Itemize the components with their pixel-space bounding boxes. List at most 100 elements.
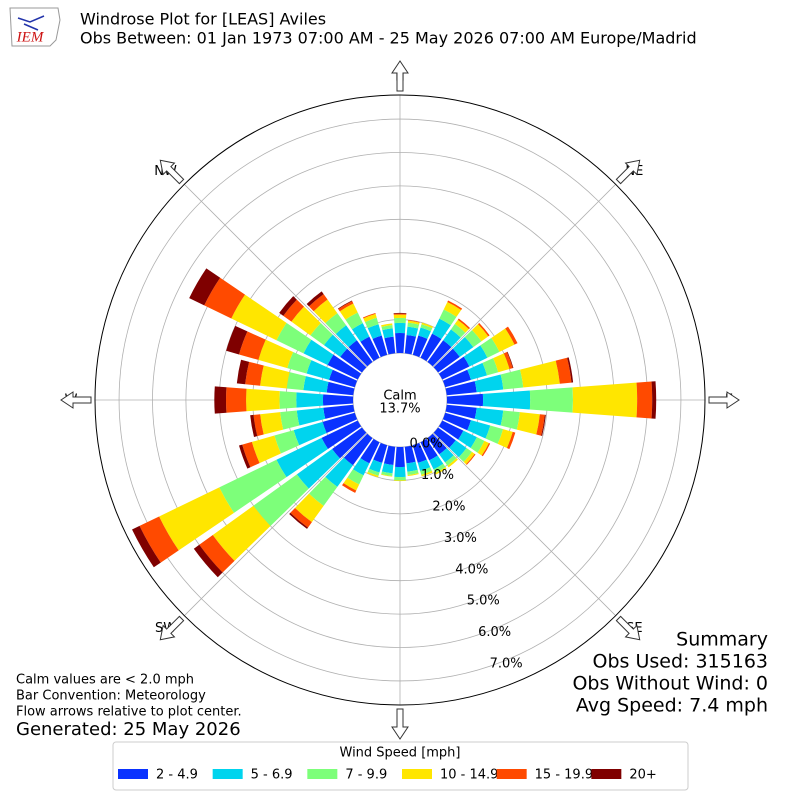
- wedge: [433, 463, 446, 474]
- wedge: [420, 438, 438, 461]
- wedge: [219, 459, 287, 513]
- wedge: [242, 441, 260, 468]
- wedge: [497, 429, 513, 449]
- note: Flow arrows relative to plot center.: [16, 705, 242, 720]
- wedge: [485, 425, 504, 444]
- wedge: [279, 391, 297, 409]
- wedge: [199, 535, 235, 573]
- wedge: [351, 323, 370, 342]
- wedge: [505, 326, 518, 345]
- wedge: [463, 345, 488, 367]
- wedge: [250, 414, 258, 437]
- wedge: [457, 318, 471, 330]
- wedge: [296, 448, 340, 489]
- wedge: [407, 320, 420, 325]
- flow-arrow: [391, 708, 409, 740]
- flow-arrow-shape: [159, 615, 185, 641]
- grid-spoke: [432, 432, 616, 616]
- wedge: [395, 446, 405, 468]
- wedge: [516, 412, 540, 435]
- wedge: [204, 277, 246, 319]
- wedge: [442, 369, 471, 388]
- wedge: [567, 357, 574, 383]
- summary-line: Avg Speed: 7.4 mph: [576, 695, 768, 717]
- r-tick-label: 6.0%: [478, 625, 511, 640]
- wedge: [303, 339, 334, 365]
- wedge: [474, 374, 504, 393]
- wedge: [406, 326, 419, 337]
- wedge: [421, 470, 433, 477]
- wedge: [363, 313, 377, 323]
- legend-swatch: [212, 769, 243, 779]
- wedge: [348, 340, 373, 367]
- wedge: [276, 437, 328, 478]
- wedge: [449, 440, 467, 458]
- wedge: [454, 319, 469, 333]
- wedge: [452, 336, 474, 357]
- flow-arrow-shape: [60, 391, 92, 409]
- wedge: [335, 325, 357, 348]
- wedge: [283, 299, 305, 322]
- wedge: [367, 468, 380, 476]
- wedge: [420, 324, 433, 332]
- legend-swatch: [496, 769, 527, 779]
- calm-value: 13.7%: [379, 402, 420, 417]
- flow-arrow-shape: [615, 615, 641, 641]
- wedge: [293, 421, 327, 446]
- legend-swatch: [402, 769, 432, 779]
- wedge: [308, 294, 328, 312]
- wedge: [382, 328, 394, 339]
- wedge: [290, 507, 312, 528]
- wedge: [381, 324, 393, 331]
- wedge: [464, 329, 482, 348]
- wedge: [407, 322, 420, 329]
- flow-arrow: [60, 391, 92, 409]
- wedge: [326, 381, 355, 396]
- note: Bar Convention: Meteorology: [16, 689, 206, 704]
- wedge: [418, 327, 431, 339]
- wedge: [555, 357, 572, 384]
- outer-frame: [94, 94, 706, 706]
- wedge: [412, 442, 427, 463]
- wedge: [500, 369, 524, 390]
- wedge: [433, 348, 460, 373]
- flow-arrow: [615, 159, 641, 185]
- wedge: [360, 336, 380, 362]
- wedge: [362, 312, 376, 319]
- legend-label: 15 - 19.9: [535, 768, 593, 783]
- note: Calm values are < 2.0 mph: [16, 673, 194, 688]
- wedge: [258, 339, 294, 369]
- wedge: [478, 322, 490, 337]
- wedge: [325, 313, 347, 334]
- wedge: [429, 455, 444, 470]
- flow-arrow-shape: [708, 391, 740, 409]
- calm-label: Calm: [383, 389, 416, 404]
- legend-label: 7 - 9.9: [345, 768, 387, 783]
- wedge: [360, 438, 380, 464]
- wedge: [306, 291, 324, 307]
- wedge: [306, 360, 333, 380]
- wedge: [500, 410, 520, 430]
- wedge: [325, 457, 353, 487]
- wedge: [327, 354, 362, 380]
- wedge: [276, 322, 312, 354]
- r-tick-label: 2.0%: [432, 499, 465, 514]
- wedge: [427, 340, 452, 367]
- wedge: [132, 525, 161, 568]
- grid-spoke: [184, 184, 368, 368]
- wedge: [412, 335, 428, 358]
- wedge: [291, 306, 321, 336]
- wedge: [212, 505, 271, 561]
- wedge: [467, 362, 488, 380]
- wedge: [394, 480, 406, 482]
- wedge: [343, 433, 373, 466]
- wedge: [393, 312, 407, 314]
- wedge: [296, 407, 326, 426]
- wedge: [245, 361, 264, 386]
- wedge: [450, 323, 466, 338]
- wedge: [480, 337, 500, 358]
- wedge: [493, 353, 510, 373]
- wedge: [323, 404, 355, 419]
- wedge: [369, 459, 383, 473]
